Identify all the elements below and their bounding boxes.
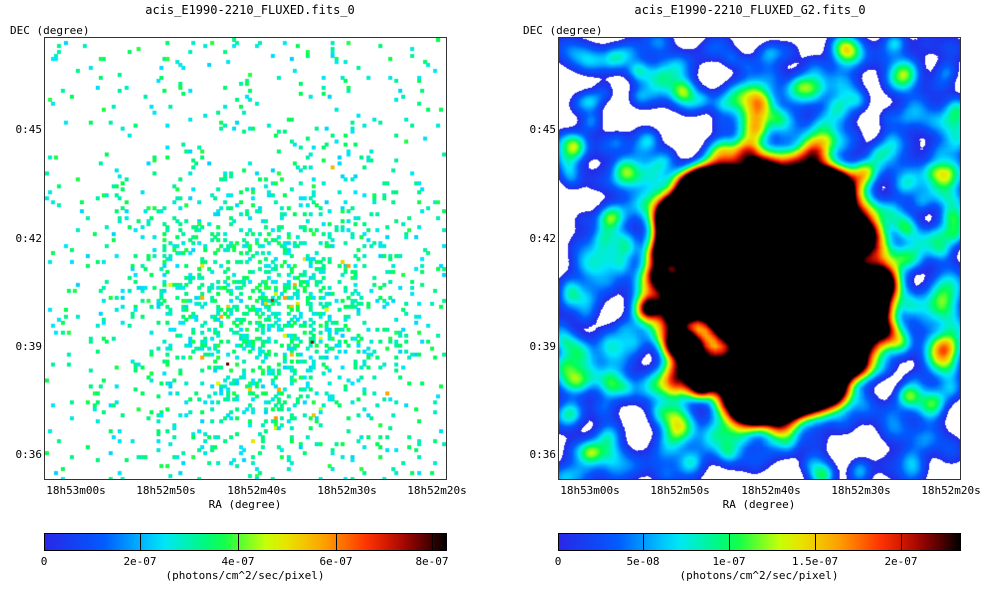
x-tick-label: 18h52m40s: [741, 484, 801, 497]
colorbar-divider: [432, 533, 433, 551]
y-tick-label: 0:39: [15, 340, 43, 353]
x-tick-label: 18h52m50s: [136, 484, 196, 497]
y-tick-label: 0:36: [529, 448, 557, 461]
colorbar-divider: [238, 533, 239, 551]
colorbar-label: (photons/cm^2/sec/pixel): [165, 569, 325, 582]
y-tick-label: 0:36: [15, 448, 43, 461]
colorbar: [44, 533, 447, 551]
y-tick-label: 0:39: [529, 340, 557, 353]
colorbar-divider: [643, 533, 644, 551]
x-tick-label: 18h52m20s: [921, 484, 981, 497]
colorbar-tick: 4e-07: [221, 555, 255, 568]
y-axis-label: DEC (degree): [523, 24, 603, 37]
colorbar-tick: 0: [554, 555, 562, 568]
x-tick-label: 18h52m30s: [317, 484, 377, 497]
colorbar: [558, 533, 961, 551]
x-tick-label: 18h53m00s: [560, 484, 620, 497]
image-canvas-raw[interactable]: [45, 38, 446, 479]
x-tick-label: 18h52m20s: [407, 484, 467, 497]
colorbar-tick: 1e-07: [712, 555, 746, 568]
colorbar-divider: [140, 533, 141, 551]
x-tick-label: 18h52m50s: [650, 484, 710, 497]
x-tick-label: 18h53m00s: [46, 484, 106, 497]
colorbar-divider: [901, 533, 902, 551]
panel-smoothed: acis_E1990-2210_FLUXED_G2.fits_0 DEC (de…: [500, 0, 1000, 607]
y-tick-label: 0:45: [15, 123, 43, 136]
image-plot-smoothed[interactable]: [558, 37, 961, 480]
colorbar-divider: [729, 533, 730, 551]
colorbar-tick: 6e-07: [319, 555, 353, 568]
panel-title: acis_E1990-2210_FLUXED_G2.fits_0: [634, 3, 866, 17]
y-tick-label: 0:42: [15, 232, 43, 245]
colorbar-label: (photons/cm^2/sec/pixel): [679, 569, 839, 582]
x-axis-label: RA (degree): [208, 498, 282, 511]
colorbar-tick: 2e-07: [123, 555, 157, 568]
image-canvas-smoothed[interactable]: [559, 38, 960, 479]
panel-title: acis_E1990-2210_FLUXED.fits_0: [145, 3, 355, 17]
colorbar-tick: 8e-07: [415, 555, 449, 568]
panel-raw: acis_E1990-2210_FLUXED.fits_0 DEC (degre…: [10, 3, 467, 582]
y-axis-label: DEC (degree): [10, 24, 90, 37]
colorbar-divider: [815, 533, 816, 551]
colorbar-divider: [336, 533, 337, 551]
image-plot-raw[interactable]: [44, 37, 447, 480]
y-tick-label: 0:45: [529, 123, 557, 136]
x-axis-label: RA (degree): [722, 498, 796, 511]
colorbar-tick: 5e-08: [626, 555, 660, 568]
x-tick-label: 18h52m30s: [831, 484, 891, 497]
colorbar-tick: 0: [40, 555, 48, 568]
colorbar-tick: 2e-07: [884, 555, 918, 568]
x-tick-label: 18h52m40s: [227, 484, 287, 497]
y-tick-label: 0:42: [529, 232, 557, 245]
colorbar-tick: 1.5e-07: [791, 555, 839, 568]
